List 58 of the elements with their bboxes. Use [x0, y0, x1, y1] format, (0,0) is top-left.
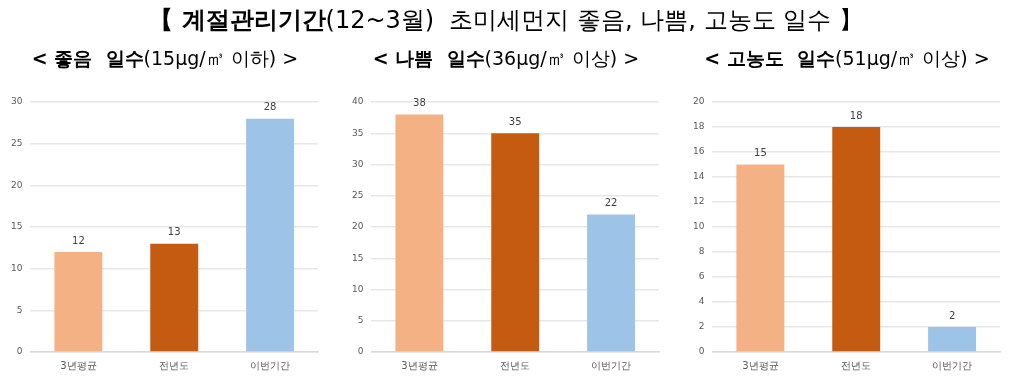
data-label: 2: [948, 309, 955, 321]
y-tick-label: 10: [692, 221, 705, 232]
y-tick-label: 20: [692, 96, 705, 107]
bar: [735, 164, 784, 352]
y-tick-label: 25: [10, 138, 22, 149]
bar: [149, 243, 198, 352]
bar: [53, 252, 102, 352]
y-tick-label: 20: [351, 221, 364, 232]
y-tick-label: 35: [351, 127, 363, 138]
x-tick-label: 3년평균: [741, 359, 779, 371]
y-tick-label: 0: [16, 346, 23, 357]
bar: [586, 214, 635, 352]
y-tick-label: 25: [351, 190, 363, 201]
y-tick-label: 0: [698, 346, 705, 357]
x-tick-label: 전년도: [158, 359, 189, 371]
y-tick-label: 15: [351, 252, 363, 263]
bar: [394, 114, 443, 352]
text: 【 계절관리기간(12~3월) 초미세먼지 좋음, 나쁨, 고농도 일수 】: [149, 6, 863, 34]
y-tick-label: 4: [698, 296, 705, 307]
y-tick-label: 14: [692, 171, 705, 182]
y-tick-label: 10: [351, 283, 364, 294]
bar: [490, 133, 539, 352]
x-tick-label: 3년평균: [400, 359, 438, 371]
y-tick-label: 18: [692, 121, 705, 132]
y-tick-label: 30: [351, 158, 364, 169]
x-tick-label: 이번기간: [931, 359, 972, 371]
x-tick-label: 전년도: [499, 359, 530, 371]
data-label: 15: [753, 147, 767, 159]
y-tick-label: 30: [10, 96, 23, 107]
data-label: 22: [604, 197, 617, 209]
y-tick-label: 2: [698, 321, 704, 332]
x-tick-label: 이번기간: [590, 359, 631, 371]
bar: [927, 327, 976, 352]
y-tick-label: 40: [351, 96, 364, 107]
data-label: 18: [849, 109, 863, 121]
data-label: 13: [167, 226, 181, 238]
y-tick-label: 6: [698, 271, 705, 282]
data-label: 28: [263, 101, 276, 113]
y-tick-label: 5: [357, 315, 363, 326]
data-label: 35: [508, 115, 522, 127]
y-tick-label: 12: [692, 196, 704, 207]
x-tick-label: 3년평균: [59, 359, 97, 371]
y-tick-label: 20: [10, 179, 23, 190]
bar: [245, 118, 294, 352]
y-tick-label: 16: [692, 146, 705, 157]
y-tick-label: 0: [357, 346, 364, 357]
y-tick-label: 10: [10, 263, 23, 274]
data-label: 38: [412, 97, 426, 109]
chart-title: < 고농도 일수(51μg/㎥ 이상) >: [704, 47, 990, 69]
x-tick-label: 이번기간: [249, 359, 290, 371]
chart-title: < 좋음 일수(15μg/㎥ 이하) >: [31, 47, 299, 69]
chart-title: < 나쁨 일수(36μg/㎥ 이상) >: [372, 47, 640, 69]
bar: [831, 127, 880, 352]
y-tick-label: 15: [10, 221, 22, 232]
y-tick-label: 8: [698, 246, 705, 257]
y-tick-label: 5: [16, 304, 22, 315]
x-tick-label: 전년도: [840, 359, 871, 371]
data-label: 12: [71, 234, 85, 246]
